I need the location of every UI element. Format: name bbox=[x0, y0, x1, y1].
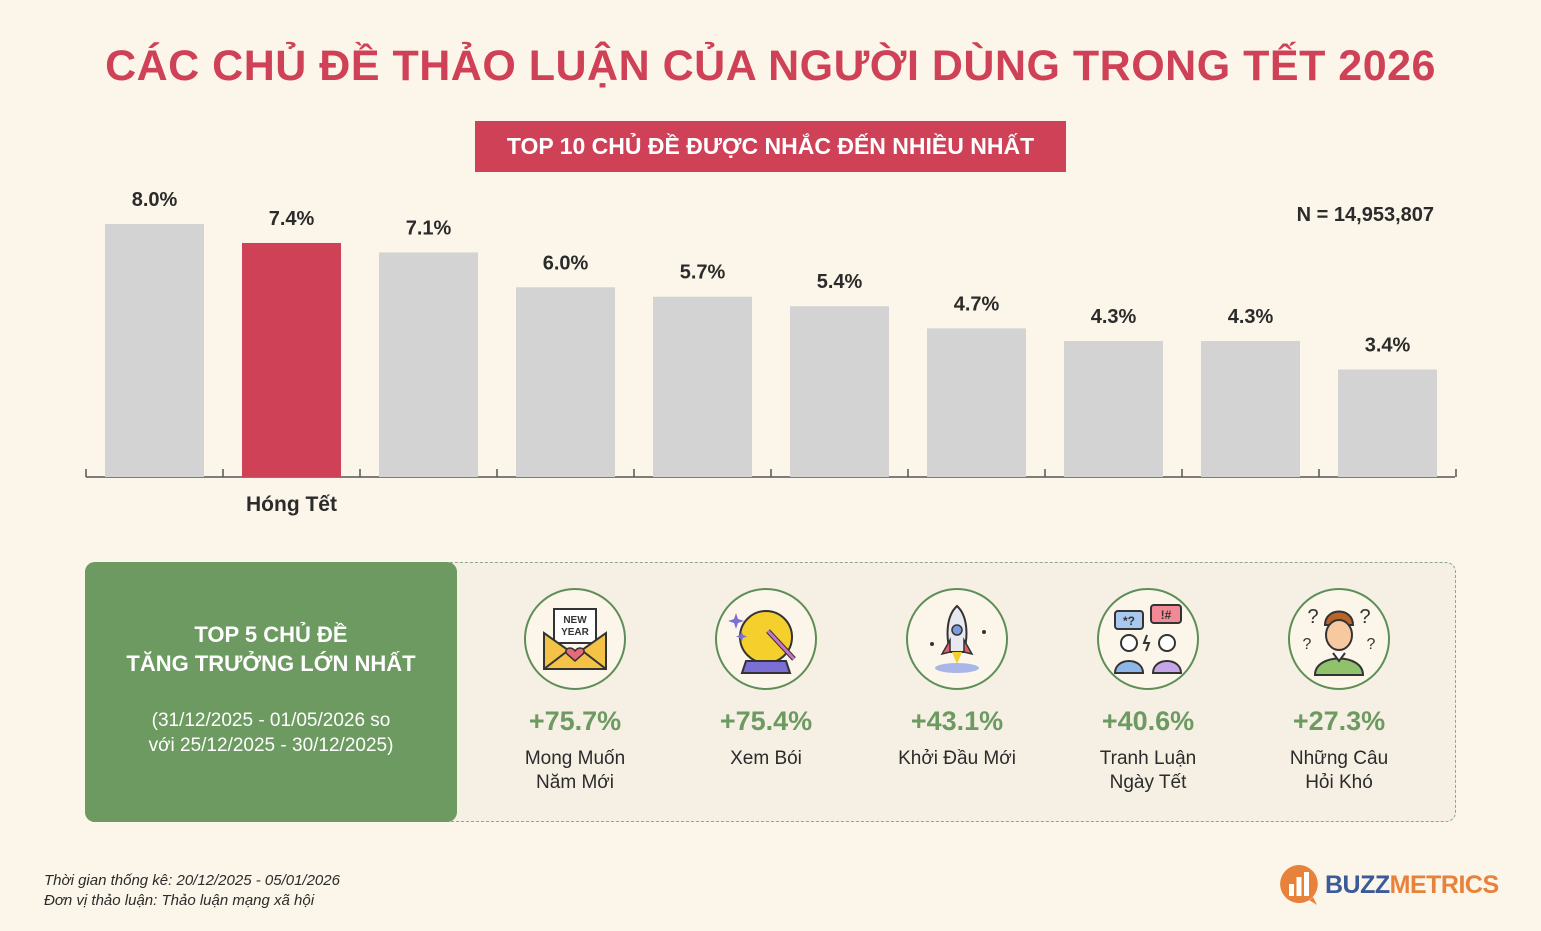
growth-item-mong-muon-nam-moi: NEW YEAR +75.7% Mong Muốn Năm Mới bbox=[475, 588, 675, 795]
growth-label-line-2: Năm Mới bbox=[536, 772, 614, 793]
bar-2 bbox=[242, 242, 341, 477]
logo-text: BUZZMETRICS bbox=[1325, 871, 1499, 900]
buzzmetrics-logo: BUZZMETRICS bbox=[1279, 864, 1499, 906]
bar-10 bbox=[1338, 369, 1437, 477]
svg-text:?: ? bbox=[1307, 606, 1318, 628]
icon-badge bbox=[715, 588, 817, 690]
bar-5 bbox=[653, 296, 752, 477]
growth-value: +40.6% bbox=[1101, 706, 1195, 736]
logo-text-buzz: BUZZ bbox=[1325, 870, 1390, 899]
icon-badge: *? !# bbox=[1097, 588, 1199, 690]
growth-item-khoi-dau-moi: +43.1% Khởi Đầu Mới bbox=[857, 588, 1057, 771]
growth-label-line-1: Những Câu bbox=[1289, 748, 1389, 769]
growth-label: Khởi Đầu Mới bbox=[857, 747, 1057, 771]
svg-text:?: ? bbox=[1303, 636, 1312, 653]
growth-value: +75.4% bbox=[719, 706, 813, 736]
bar-value-label: 3.4% bbox=[1365, 334, 1411, 356]
growth-label-line-1: Tranh Luận bbox=[1099, 748, 1197, 769]
growth-label: Tranh Luận Ngày Tết bbox=[1048, 747, 1248, 795]
chart-subtitle: TOP 10 CHỦ ĐỀ ĐƯỢC NHẮC ĐẾN NHIỀU NHẤT bbox=[475, 121, 1066, 172]
growth-label-line-1: Mong Muốn bbox=[524, 748, 626, 769]
bar-value-label: 4.7% bbox=[954, 293, 1000, 315]
bar-value-label: 5.4% bbox=[817, 271, 863, 293]
growth-heading: TOP 5 CHỦ ĐỀ TĂNG TRƯỞNG LỚN NHẤT bbox=[85, 620, 457, 678]
growth-label-line-2: Hỏi Khó bbox=[1305, 772, 1373, 793]
growth-item-nhung-cau-hoi-kho: ? ? ? ? +27.3% Những Câu Hỏi Khó bbox=[1239, 588, 1439, 795]
crystal-ball-icon bbox=[728, 610, 796, 674]
svg-text:?: ? bbox=[1367, 636, 1376, 653]
icon-badge: ? ? ? ? bbox=[1288, 588, 1390, 690]
bar-9 bbox=[1201, 341, 1300, 477]
rocket-icon bbox=[930, 604, 986, 673]
bar-7 bbox=[927, 328, 1026, 477]
growth-label-line-1: Xem Bói bbox=[730, 748, 802, 769]
growth-item-xem-boi: +75.4% Xem Bói bbox=[666, 588, 866, 771]
bar-1 bbox=[105, 224, 204, 477]
icon-badge: NEW YEAR bbox=[524, 588, 626, 690]
icon-text-year: YEAR bbox=[561, 627, 590, 638]
bar-8 bbox=[1064, 341, 1163, 477]
bar-6 bbox=[790, 306, 889, 477]
growth-label: Những Câu Hỏi Khó bbox=[1239, 747, 1439, 795]
growth-label: Xem Bói bbox=[666, 747, 866, 771]
bar-value-label: 6.0% bbox=[543, 252, 589, 274]
icon-text-b: !# bbox=[1161, 608, 1172, 622]
icon-text-new: NEW bbox=[563, 615, 587, 626]
bar-3 bbox=[379, 252, 478, 477]
growth-label-line-2: Ngày Tết bbox=[1109, 772, 1187, 793]
sample-size-label: N = 14,953,807 bbox=[1296, 204, 1434, 226]
svg-text:?: ? bbox=[1359, 606, 1370, 628]
category-label: Hóng Tết bbox=[246, 493, 337, 516]
growth-heading-line-2: TĂNG TRƯỞNG LỚN NHẤT bbox=[126, 651, 416, 676]
logo-text-metrics: METRICS bbox=[1389, 870, 1500, 899]
bar-4 bbox=[516, 287, 615, 477]
footnote-unit: Đơn vị thảo luận: Thảo luận mạng xã hội bbox=[44, 892, 315, 909]
growth-label: Mong Muốn Năm Mới bbox=[475, 747, 675, 795]
bar-value-label: 8.0% bbox=[132, 189, 178, 211]
bar-chart: 8.0% 7.4% Hóng Tết 7.1% 6.0% 5.7% 5.4% 4.7% 4.3%… bbox=[85, 189, 1457, 516]
new-year-envelope-icon: NEW YEAR bbox=[543, 608, 607, 670]
growth-heading-line-1: TOP 5 CHỦ ĐỀ bbox=[194, 622, 348, 647]
bar-value-label: 4.3% bbox=[1091, 306, 1137, 328]
icon-badge bbox=[906, 588, 1008, 690]
growth-value: +75.7% bbox=[528, 706, 622, 736]
bar-value-label: 7.1% bbox=[406, 217, 452, 239]
growth-value: +43.1% bbox=[910, 706, 1004, 736]
question-person-icon: ? ? ? ? bbox=[1303, 606, 1376, 676]
growth-period: (31/12/2025 - 01/05/2026 so với 25/12/20… bbox=[85, 708, 457, 758]
growth-period-line-2: với 25/12/2025 - 30/12/2025) bbox=[148, 735, 394, 756]
growth-period-line-1: (31/12/2025 - 01/05/2026 so bbox=[151, 710, 391, 731]
footnote-period: Thời gian thống kê: 20/12/2025 - 05/01/2… bbox=[44, 872, 340, 889]
growth-heading-box: TOP 5 CHỦ ĐỀ TĂNG TRƯỞNG LỚN NHẤT (31/12… bbox=[85, 562, 457, 822]
bar-value-label: 5.7% bbox=[680, 262, 726, 284]
growth-item-tranh-luan-ngay-tet: *? !# +40.6% Tranh Luận Ngày Tết bbox=[1048, 588, 1248, 795]
icon-text-a: *? bbox=[1123, 614, 1135, 628]
page-title: CÁC CHỦ ĐỀ THẢO LUẬN CỦA NGƯỜI DÙNG TRON… bbox=[105, 42, 1436, 90]
bar-value-label: 7.4% bbox=[269, 208, 315, 230]
growth-label-line-1: Khởi Đầu Mới bbox=[898, 748, 1016, 769]
debate-icon: *? !# bbox=[1113, 604, 1183, 674]
bar-chart-logo-icon bbox=[1280, 865, 1318, 905]
bar-value-label: 4.3% bbox=[1228, 306, 1274, 328]
growth-value: +27.3% bbox=[1292, 706, 1386, 736]
